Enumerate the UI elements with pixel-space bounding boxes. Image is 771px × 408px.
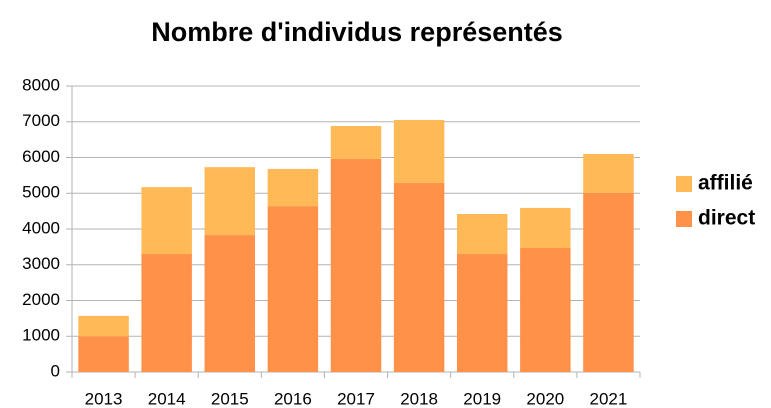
bar-segment xyxy=(330,158,382,372)
y-tick-label: 3000 xyxy=(22,254,60,273)
bar-segment xyxy=(456,213,508,255)
legend-swatch xyxy=(676,211,692,227)
chart-title: Nombre d'individus représentés xyxy=(151,17,563,47)
y-tick-label: 2000 xyxy=(22,290,60,309)
bar-segment xyxy=(141,254,192,372)
y-tick-label: 0 xyxy=(51,361,60,380)
x-tick-label: 2013 xyxy=(85,389,123,408)
bar-segment xyxy=(267,206,319,372)
y-tick-label: 5000 xyxy=(22,183,60,202)
y-tick-label: 8000 xyxy=(22,75,60,94)
x-tick-label: 2020 xyxy=(526,389,564,408)
x-tick-label: 2016 xyxy=(274,389,312,408)
y-tick-label: 4000 xyxy=(22,218,60,237)
bar-segment xyxy=(204,235,256,372)
legend-label: direct xyxy=(698,207,755,230)
bar-segment xyxy=(204,167,256,236)
bar-segment xyxy=(520,247,571,372)
x-tick-label: 2014 xyxy=(148,389,186,408)
bar-segment xyxy=(267,168,319,207)
x-tick-label: 2017 xyxy=(337,389,375,408)
bar-segment xyxy=(141,187,192,255)
bar-segment xyxy=(330,126,382,159)
bar-segment xyxy=(78,315,129,337)
bar-segment xyxy=(456,254,508,372)
legend-label: affilié xyxy=(698,172,753,195)
y-tick-label: 1000 xyxy=(22,326,60,345)
x-tick-label: 2018 xyxy=(400,389,438,408)
x-tick-label: 2015 xyxy=(211,389,249,408)
y-tick-label: 7000 xyxy=(22,111,60,130)
bar-segment xyxy=(393,182,445,372)
bar-segment xyxy=(583,192,634,372)
y-tick-label: 6000 xyxy=(22,147,60,166)
bar-segment xyxy=(520,207,571,248)
legend-swatch xyxy=(676,176,692,192)
bar-segment xyxy=(393,119,445,183)
bar-segment xyxy=(583,153,634,193)
x-tick-label: 2019 xyxy=(463,389,501,408)
x-tick-label: 2021 xyxy=(590,389,628,408)
bar-segment xyxy=(78,336,129,372)
